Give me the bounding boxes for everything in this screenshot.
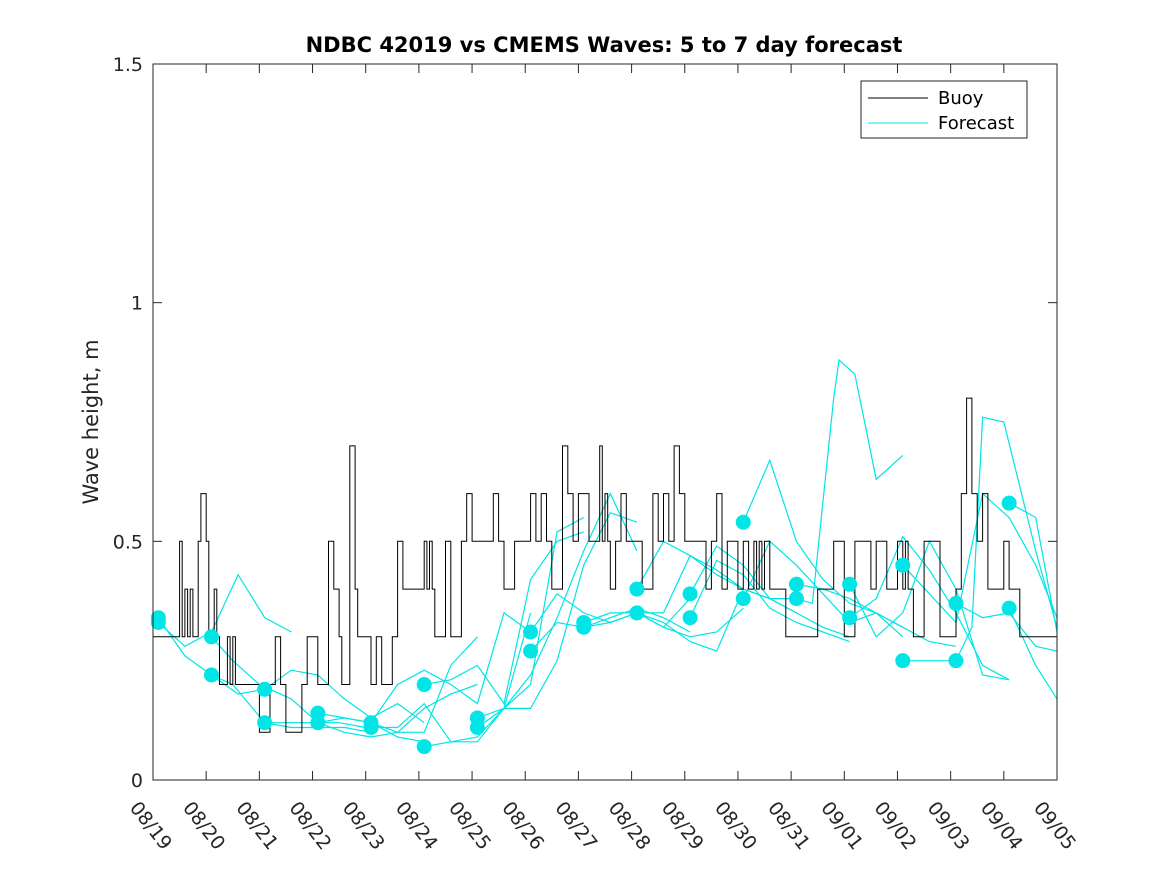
forecast-line — [424, 531, 584, 706]
forecast-start-marker — [523, 643, 539, 659]
forecast-line — [1008, 607, 1058, 700]
buoy-line — [153, 397, 1058, 733]
forecast-start-marker — [576, 619, 592, 635]
forecast-line — [583, 607, 744, 638]
forecast-line — [689, 559, 850, 643]
y-axis-ticks: 0 0.5 1 1.5 — [113, 54, 1057, 792]
y-tick-label: 0 — [131, 770, 143, 792]
forecast-line — [317, 683, 478, 738]
forecast-start-marker — [682, 610, 698, 626]
y-tick-label: 1 — [131, 293, 143, 315]
forecast-start-marker — [203, 629, 219, 645]
chart-title: NDBC 42019 vs CMEMS Waves: 5 to 7 day fo… — [306, 33, 903, 57]
forecast-start-marker — [682, 586, 698, 602]
forecast-line — [583, 588, 744, 652]
forecast-start-marker — [257, 715, 273, 731]
forecast-start-marker — [203, 667, 219, 683]
forecast-start-marker — [150, 610, 166, 626]
forecast-start-marker — [948, 653, 964, 669]
y-tick-label: 0.5 — [113, 531, 143, 553]
forecast-start-marker — [257, 681, 273, 697]
forecast-start-marker — [788, 591, 804, 607]
axes-box — [152, 63, 1058, 781]
forecast-line — [1008, 502, 1058, 633]
forecast-start-marker — [788, 576, 804, 592]
legend-forecast-label: Forecast — [938, 113, 1014, 134]
series-layer — [153, 358, 1058, 748]
forecast-line — [796, 358, 904, 605]
forecast-start-marker — [629, 605, 645, 621]
forecast-start-marker — [310, 715, 326, 731]
legend-buoy-label: Buoy — [938, 88, 984, 109]
forecast-start-marker — [523, 624, 539, 640]
forecast-start-marker — [948, 595, 964, 611]
forecast-start-marker — [629, 581, 645, 597]
y-axis-label: Wave height, m — [79, 339, 103, 504]
legend: Buoy Forecast — [860, 80, 1028, 139]
forecast-start-marker — [416, 739, 432, 755]
forecast-start-marker — [363, 719, 379, 735]
legend-box — [860, 80, 1028, 139]
marker-layer — [150, 495, 1017, 755]
forecast-start-marker — [842, 576, 858, 592]
forecast-start-marker — [1001, 495, 1017, 511]
forecast-start-marker — [895, 653, 911, 669]
y-tick-label: 1.5 — [113, 54, 143, 76]
forecast-start-marker — [895, 557, 911, 573]
forecast-start-marker — [469, 719, 485, 735]
forecast-line — [157, 573, 292, 648]
forecast-line — [370, 611, 531, 724]
forecast-start-marker — [842, 610, 858, 626]
forecast-start-marker — [416, 677, 432, 693]
forecast-line — [477, 511, 638, 728]
forecast-line — [689, 545, 850, 638]
forecast-start-marker — [735, 514, 751, 530]
forecast-start-marker — [1001, 600, 1017, 616]
forecast-line — [849, 535, 1010, 681]
forecast-line — [264, 669, 425, 724]
forecast-line — [530, 607, 691, 652]
forecast-start-marker — [735, 591, 751, 607]
